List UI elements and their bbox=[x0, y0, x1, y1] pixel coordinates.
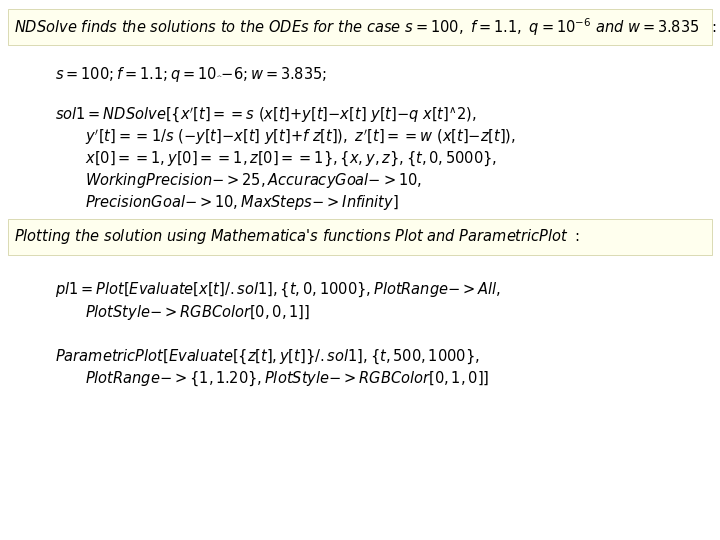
FancyBboxPatch shape bbox=[8, 219, 712, 255]
Text: $\mathit{pl1{=}Plot[Evaluate[x[t]/.sol1],\{t,0,1000\},PlotRange{->}All,}$: $\mathit{pl1{=}Plot[Evaluate[x[t]/.sol1]… bbox=[55, 281, 501, 299]
Text: $\mathit{y'[t]{==}1/s\ ({-}y[t]{-}x[t]\ y[t]{+}f\ z[t]),\ z'[t]{==}w\ (x[t]{-}z[: $\mathit{y'[t]{==}1/s\ ({-}y[t]{-}x[t]\ … bbox=[85, 127, 516, 147]
Text: $\mathbf{\mathit{Plotting\ the\ solution\ using\ Mathematica\text{'}s\ functions: $\mathbf{\mathit{Plotting\ the\ solution… bbox=[14, 227, 580, 246]
Text: $\mathit{PlotRange{->}\{1,1.20\},PlotStyle{->}RGBColor[0,1,0]]}$: $\mathit{PlotRange{->}\{1,1.20\},PlotSty… bbox=[85, 370, 489, 388]
Text: $\mathit{sol1{=}NDSolve[\{x'[t]{==}s\ (x[t]{+}y[t]{-}x[t]\ y[t]{-}q\ x[t]^{\wedg: $\mathit{sol1{=}NDSolve[\{x'[t]{==}s\ (x… bbox=[55, 105, 477, 125]
Text: $\mathit{WorkingPrecision{->}25,AccuracyGoal{->}10,}$: $\mathit{WorkingPrecision{->}25,Accuracy… bbox=[85, 172, 422, 191]
Text: $\mathit{PlotStyle{->}RGBColor[0,0,1]]}$: $\mathit{PlotStyle{->}RGBColor[0,0,1]]}$ bbox=[85, 302, 310, 321]
FancyBboxPatch shape bbox=[8, 9, 712, 45]
Text: $\mathit{ParametricPlot[Evaluate[\{z[t],y[t]\}/.sol1],\{t,500,1000\},}$: $\mathit{ParametricPlot[Evaluate[\{z[t],… bbox=[55, 348, 480, 366]
Text: $\mathbf{\mathit{NDSolve\ finds\ the\ solutions\ to\ the\ ODEs\ for\ the\ case\ : $\mathbf{\mathit{NDSolve\ finds\ the\ so… bbox=[14, 16, 716, 38]
Text: $\mathit{PrecisionGoal{->}10,MaxSteps{->}Infinity]}$: $\mathit{PrecisionGoal{->}10,MaxSteps{->… bbox=[85, 193, 399, 213]
Text: $\mathit{x[0]{==}1,y[0]{==}1,z[0]{==}1\},\{x,y,z\},\{t,0,5000\},}$: $\mathit{x[0]{==}1,y[0]{==}1,z[0]{==}1\}… bbox=[85, 150, 497, 168]
Text: $\mathit{s{=}100;f{=}1.1;q{=}10\widehat{\ }{-}6;w{=}3.835;}$: $\mathit{s{=}100;f{=}1.1;q{=}10\widehat{… bbox=[55, 64, 327, 84]
